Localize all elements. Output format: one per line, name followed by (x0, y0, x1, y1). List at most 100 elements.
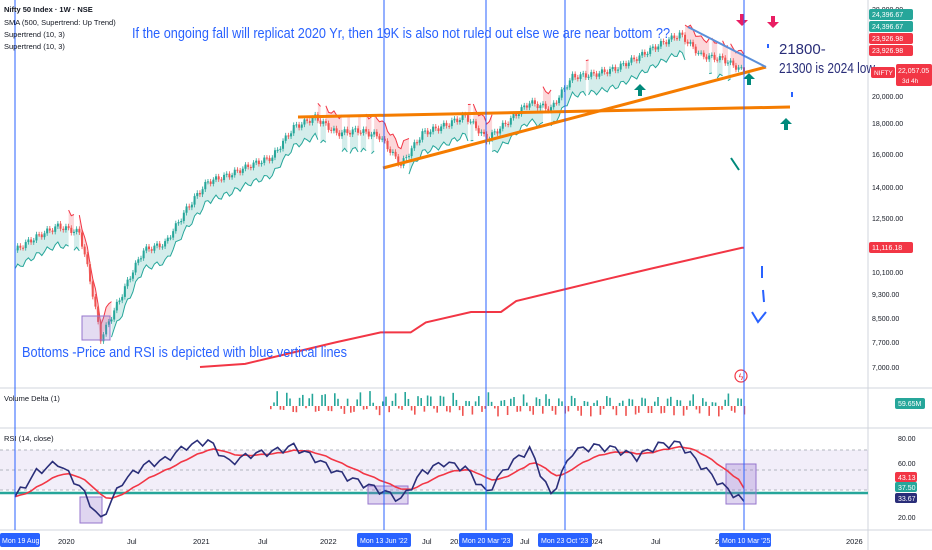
candle-body (651, 46, 654, 48)
candle-body (705, 56, 708, 60)
indicator-legend-supertrend[interactable]: Supertrend (10, 3) (4, 42, 65, 51)
rsi-axis[interactable]: 80.00 60.00 20.00 43.13 37.50 33.67 (895, 436, 917, 522)
candle-body (499, 128, 502, 134)
supertrend-down-band (374, 114, 409, 166)
candle-body (523, 105, 526, 108)
falling-trendline (687, 26, 767, 68)
candle-body (215, 176, 218, 180)
volume-delta-bar (270, 406, 272, 410)
candle-body (32, 240, 35, 243)
level-annotation-top[interactable]: 21800- (779, 41, 826, 58)
volume-delta-bar (721, 406, 723, 410)
candle-body (407, 156, 410, 158)
candle-body (381, 138, 384, 140)
chart-title[interactable]: Nifty 50 Index · 1W · NSE (4, 5, 93, 14)
candle-body (265, 157, 268, 159)
candle-body (276, 149, 279, 151)
price-candles (16, 30, 745, 344)
candle-body (416, 142, 419, 144)
candle-body (732, 60, 735, 66)
time-label: 2022 (320, 537, 337, 546)
volume-delta-bar (452, 392, 454, 406)
candle-body (525, 105, 528, 108)
supertrend-down-band (366, 114, 372, 137)
volume-delta-bar (647, 406, 650, 414)
candle-body (198, 192, 201, 195)
rsi-panel-title[interactable]: RSI (14, close) (4, 434, 54, 443)
candle-body (370, 134, 373, 137)
time-highlight (459, 533, 513, 547)
supertrend-up-band (111, 114, 318, 338)
volume-delta-bar (666, 398, 669, 406)
supertrend-down-band (585, 59, 589, 78)
time-label: Jul (651, 537, 661, 546)
volume-delta-bar (398, 406, 400, 409)
volume-delta-bar (388, 406, 390, 413)
indicator-legend-sma[interactable]: SMA (500, Supertrend: Up Trend) (4, 18, 116, 27)
candle-body (27, 239, 30, 243)
volume-delta-bar (369, 391, 371, 406)
price-axis[interactable]: 28,000.00 20,000.00 18,000.00 16,000.00 … (869, 7, 932, 372)
indicator-legend-supertrend[interactable]: Supertrend (10, 3) (4, 30, 65, 39)
volume-delta-bar (737, 398, 739, 406)
volume-delta-bar (302, 394, 304, 406)
candle-body (121, 296, 124, 301)
candle-body (657, 46, 660, 50)
volume-delta-bar (497, 406, 499, 417)
candle-body (273, 150, 276, 158)
candle-body (504, 122, 507, 124)
time-label: 2021 (193, 537, 210, 546)
candle-body (550, 107, 553, 111)
candle-body (445, 122, 448, 126)
candle-body (568, 80, 571, 88)
candle-body (239, 170, 242, 173)
bottoms-annotation[interactable]: Bottoms -Price and RSI is depicted with … (22, 344, 347, 361)
candle-body (365, 129, 368, 132)
candle-body (563, 87, 566, 90)
volume-delta-bar (513, 396, 515, 406)
main-annotation[interactable]: If the ongoing fall will replicat 2020 Y… (132, 25, 670, 42)
volume-delta-bar (522, 394, 525, 406)
price-tick: 16,000.00 (872, 152, 903, 159)
candle-body (541, 103, 544, 106)
supertrend-up-band (371, 131, 375, 154)
sma-tag-text: 11,116.18 (872, 245, 902, 252)
volume-delta-panel[interactable] (270, 391, 746, 417)
candle-body (448, 125, 451, 127)
candle-body (566, 87, 569, 89)
supertrend-line (111, 132, 319, 338)
price-panel[interactable]: ϟ (14, 14, 793, 383)
candle-body (496, 131, 499, 134)
candle-body (469, 121, 472, 123)
volume-delta-bar (382, 401, 384, 406)
candle-body (740, 67, 743, 69)
time-axis[interactable]: 2020 Jul 2021 Jul 2022 Jul Jul Jul 2026 … (0, 533, 863, 547)
symbol-tag-text: NIFTY (874, 70, 893, 77)
candle-body (729, 60, 732, 63)
candle-body (330, 129, 333, 131)
symbol-tag (871, 67, 895, 78)
price-tag-text: 23,926.98 (872, 48, 903, 55)
volume-delta-bar (494, 406, 496, 409)
price-tag (869, 33, 913, 44)
candle-body (710, 54, 713, 56)
price-tick: 8,500.00 (872, 316, 899, 323)
candle-body (244, 164, 247, 169)
candle-body (665, 42, 668, 45)
candle-body (662, 41, 665, 43)
volume-delta-bar (510, 398, 512, 406)
volume-panel-title[interactable]: Volume Delta (1) (4, 394, 60, 403)
level-annotation-bottom[interactable]: 21300 is 2024 low (779, 60, 875, 77)
red-down-arrow (736, 14, 748, 26)
volume-delta-bar (436, 406, 438, 413)
supertrend-line (360, 147, 367, 153)
time-label: 2026 (846, 537, 863, 546)
supertrend-down-band (685, 24, 710, 60)
supertrend-down-band (473, 104, 493, 142)
candle-body (424, 130, 427, 132)
candle-body (673, 35, 676, 39)
rsi-panel[interactable] (0, 438, 868, 524)
volume-delta-bar (410, 406, 413, 411)
candle-body (641, 51, 644, 56)
supertrend-line (472, 103, 493, 125)
